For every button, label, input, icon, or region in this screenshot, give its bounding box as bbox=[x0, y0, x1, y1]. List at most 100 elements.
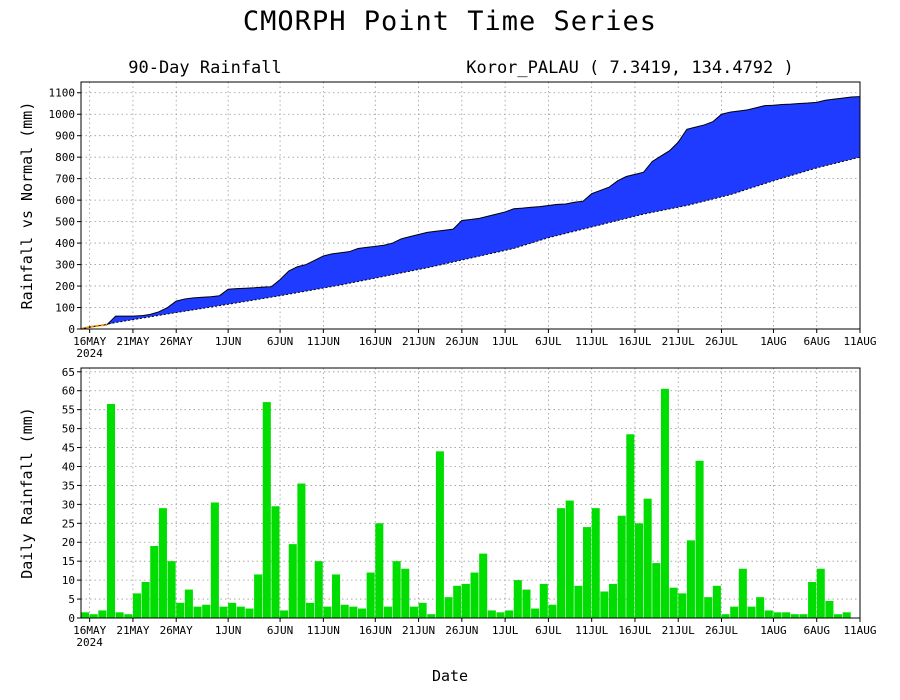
top-year-label: 2024 bbox=[76, 347, 103, 360]
daily-rainfall-bar bbox=[383, 606, 392, 618]
bottom-xtick-label: 6AUG bbox=[803, 624, 830, 637]
top-frame bbox=[80, 81, 861, 330]
bottom-ytick-label: 30 bbox=[62, 498, 75, 511]
daily-rainfall-bar bbox=[323, 606, 332, 618]
top-ytick-label: 300 bbox=[55, 259, 75, 272]
daily-rainfall-bar bbox=[306, 602, 315, 618]
top-ylabel: Rainfall vs Normal (mm) bbox=[18, 102, 36, 310]
daily-rainfall-bar bbox=[747, 606, 756, 618]
daily-rainfall-bar bbox=[496, 612, 505, 618]
top-ytick-label: 200 bbox=[55, 280, 75, 293]
top-xtick-label: 26MAY bbox=[160, 335, 193, 348]
top-ytick-label: 100 bbox=[55, 302, 75, 315]
bottom-ytick-label: 60 bbox=[62, 385, 75, 398]
daily-rainfall-bar bbox=[176, 602, 185, 618]
daily-rainfall-bar bbox=[81, 612, 90, 618]
top-xtick-label: 16MAY bbox=[73, 335, 106, 348]
daily-rainfall-bar bbox=[825, 600, 834, 618]
daily-rainfall-bar bbox=[522, 589, 531, 618]
daily-rainfall-bar bbox=[565, 500, 574, 618]
top-ytick-label: 800 bbox=[55, 151, 75, 164]
daily-rainfall-bar bbox=[124, 614, 133, 618]
bottom-xtick-label: 1JUN bbox=[215, 624, 242, 637]
subtitle-left: 90-Day Rainfall bbox=[128, 58, 282, 78]
daily-rainfall-bar bbox=[505, 610, 514, 618]
bottom-ytick-label: 35 bbox=[62, 479, 75, 492]
bottom-ytick-label: 55 bbox=[62, 404, 75, 417]
daily-rainfall-bar bbox=[167, 561, 176, 618]
top-ytick-label: 900 bbox=[55, 130, 75, 143]
bottom-xtick-label: 16MAY bbox=[73, 624, 106, 637]
daily-rainfall-bar bbox=[617, 515, 626, 618]
top-ytick-label: 1000 bbox=[49, 108, 76, 121]
top-ytick-label: 600 bbox=[55, 194, 75, 207]
daily-rainfall-bar bbox=[288, 544, 297, 618]
daily-rainfall-bar bbox=[548, 604, 557, 618]
top-xtick-label: 11JUL bbox=[575, 335, 608, 348]
bottom-xtick-label: 6JUN bbox=[267, 624, 294, 637]
daily-rainfall-bar bbox=[418, 602, 427, 618]
bottom-xtick-label: 26JUL bbox=[705, 624, 738, 637]
x-axis-label: Date bbox=[432, 667, 468, 685]
daily-rainfall-bar bbox=[332, 574, 341, 618]
bottom-xtick-label: 16JUN bbox=[359, 624, 392, 637]
daily-rainfall-bar bbox=[228, 602, 237, 618]
top-xtick-label: 6AUG bbox=[803, 335, 830, 348]
bottom-xtick-label: 26JUN bbox=[445, 624, 478, 637]
bottom-ytick-label: 45 bbox=[62, 442, 75, 455]
top-ytick-label: 1100 bbox=[49, 87, 76, 100]
top-xtick-label: 6JUN bbox=[267, 335, 294, 348]
top-xtick-label: 21JUN bbox=[402, 335, 435, 348]
daily-rainfall-bar bbox=[401, 568, 410, 618]
daily-rainfall-bar bbox=[98, 610, 107, 618]
top-xtick-label: 1JUN bbox=[215, 335, 242, 348]
top-xtick-label: 21JUL bbox=[662, 335, 695, 348]
top-xtick-label: 26JUL bbox=[705, 335, 738, 348]
daily-rainfall-bar bbox=[557, 508, 566, 618]
bottom-xtick-label: 26MAY bbox=[160, 624, 193, 637]
bottom-ytick-label: 40 bbox=[62, 460, 75, 473]
daily-rainfall-bar bbox=[773, 612, 782, 618]
actual-rainfall-line bbox=[80, 96, 861, 330]
daily-rainfall-bar bbox=[539, 583, 548, 618]
daily-rainfall-bar bbox=[678, 593, 687, 618]
daily-rainfall-panel: 0 5 10 15 20 25 30 35 40 45 50 55 60 65 16MAY 21MAY 26MA… bbox=[18, 366, 877, 685]
daily-rainfall-bar bbox=[712, 585, 721, 618]
bottom-xtick-label: 11JUL bbox=[575, 624, 608, 637]
daily-rainfall-bar bbox=[799, 614, 808, 618]
subtitle-right: Koror_PALAU ( 7.3419, 134.4792 ) bbox=[466, 58, 794, 78]
daily-rainfall-bar bbox=[202, 604, 211, 618]
daily-rainfall-bar bbox=[842, 612, 851, 618]
daily-rainfall-bar bbox=[531, 608, 540, 618]
daily-rainfall-bar bbox=[158, 508, 167, 618]
bottom-year-label: 2024 bbox=[76, 636, 103, 649]
daily-rainfall-bar bbox=[427, 614, 436, 618]
daily-rainfall-bar bbox=[487, 610, 496, 618]
daily-rainfall-bar bbox=[271, 506, 280, 618]
bottom-ytick-label: 65 bbox=[62, 366, 75, 379]
bottom-ytick-label: 10 bbox=[62, 574, 75, 587]
daily-rainfall-bar bbox=[89, 614, 98, 618]
bottom-xtick-label: 21JUL bbox=[662, 624, 695, 637]
bottom-xtick-label: 6JUL bbox=[535, 624, 562, 637]
daily-rainfall-bar bbox=[600, 591, 609, 618]
top-ytick-label: 700 bbox=[55, 173, 75, 186]
daily-rainfall-bar bbox=[132, 593, 141, 618]
daily-rainfall-bar bbox=[479, 553, 488, 618]
daily-rainfall-bar bbox=[236, 606, 245, 618]
daily-rainfall-bar bbox=[808, 582, 817, 618]
bottom-xtick-label: 11AUG bbox=[843, 624, 876, 637]
daily-rainfall-bar bbox=[444, 597, 453, 618]
daily-rainfall-bar bbox=[652, 563, 661, 618]
daily-rainfall-bar bbox=[115, 612, 124, 618]
bottom-xtick-label: 21JUN bbox=[402, 624, 435, 637]
daily-rainfall-bar bbox=[790, 614, 799, 618]
daily-rainfall-bar bbox=[357, 608, 367, 618]
daily-rainfall-bar bbox=[470, 572, 479, 618]
bottom-xtick-label: 16JUL bbox=[618, 624, 651, 637]
bottom-xtick-label: 11JUN bbox=[307, 624, 340, 637]
deficit-segment bbox=[80, 323, 108, 330]
daily-rainfall-bar bbox=[297, 483, 306, 618]
daily-rainfall-bar bbox=[721, 614, 730, 618]
